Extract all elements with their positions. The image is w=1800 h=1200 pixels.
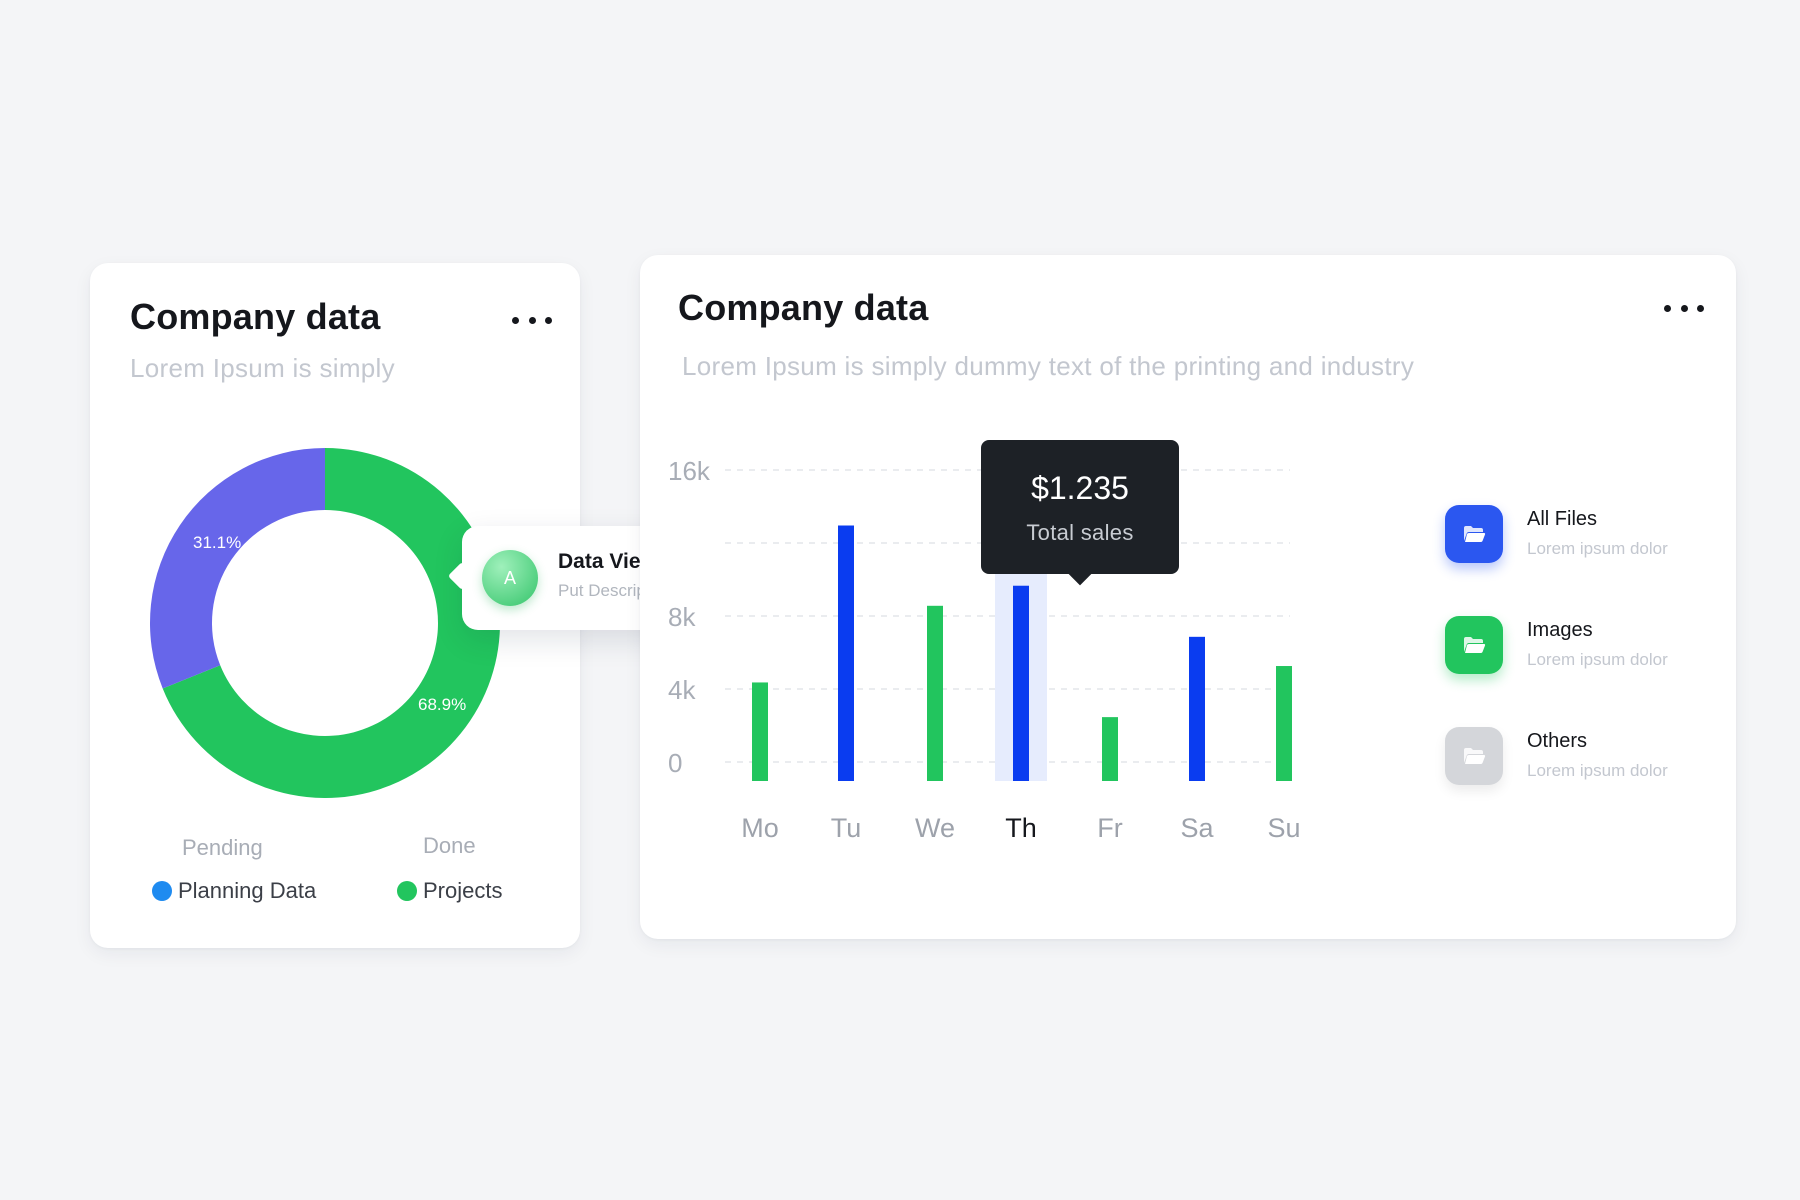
- card-title: Company data: [130, 296, 381, 337]
- tooltip-value: $1.235: [1031, 470, 1129, 506]
- folder-icon: [1445, 505, 1503, 563]
- y-tick-label: 4k: [668, 675, 696, 705]
- legend-heading-pending: Pending: [182, 835, 263, 860]
- legend-dot: [152, 881, 172, 901]
- file-description: Lorem ipsum dolor: [1527, 539, 1668, 558]
- legend-item-projects: Projects: [397, 878, 502, 904]
- x-tick-label: Th: [1005, 813, 1037, 843]
- legend-item-planning-data: Planning Data: [152, 878, 316, 904]
- bar-sa[interactable]: [1189, 636, 1205, 781]
- bar-tu[interactable]: [838, 525, 854, 782]
- x-tick-label: Fr: [1097, 813, 1122, 843]
- bar-th[interactable]: [1013, 585, 1029, 781]
- more-options-icon[interactable]: [1664, 296, 1704, 320]
- file-description: Lorem ipsum dolor: [1527, 650, 1668, 669]
- bar-fr[interactable]: [1102, 717, 1118, 781]
- file-name: Images: [1527, 619, 1593, 641]
- x-tick-label: Sa: [1180, 813, 1214, 843]
- legend-label: Projects: [423, 878, 503, 903]
- folder-icon: [1445, 616, 1503, 674]
- bar-chart: 16k 8k 4k 0 Mo Tu We Th Fr Sa Su: [668, 456, 1301, 843]
- file-item-images[interactable]: Images Lorem ipsum dolor: [1445, 616, 1715, 676]
- file-description: Lorem ipsum dolor: [1527, 761, 1668, 780]
- file-name: All Files: [1527, 508, 1598, 530]
- folder-icon: [1445, 727, 1503, 785]
- x-tick-label: Tu: [831, 813, 862, 843]
- sales-tooltip: $1.235 Total sales: [981, 440, 1179, 574]
- x-tick-label: Mo: [741, 813, 779, 843]
- x-tick-label: Su: [1267, 813, 1300, 843]
- donut-segment-planning: [150, 448, 325, 689]
- bar-su[interactable]: [1276, 666, 1292, 781]
- y-tick-label: 16k: [668, 456, 711, 486]
- file-item-all-files[interactable]: All Files Lorem ipsum dolor: [1445, 505, 1715, 565]
- more-options-icon[interactable]: [512, 308, 552, 332]
- y-tick-label: 8k: [668, 602, 696, 632]
- card-subtitle: Lorem Ipsum is simply: [130, 353, 395, 383]
- file-item-others[interactable]: Others Lorem ipsum dolor: [1445, 727, 1715, 787]
- card-title: Company data: [678, 287, 929, 328]
- card-subtitle: Lorem Ipsum is simply dummy text of the …: [682, 351, 1415, 381]
- legend-label: Planning Data: [178, 878, 317, 903]
- legend-heading-done: Done: [423, 833, 476, 858]
- popover-title: Data View: [558, 550, 657, 573]
- donut-segment-projects: [162, 448, 500, 798]
- file-name: Others: [1527, 730, 1588, 752]
- donut-label-projects: 68.9%: [418, 695, 467, 714]
- y-tick-label: 0: [668, 748, 682, 778]
- bar-mo[interactable]: [752, 682, 768, 781]
- x-tick-label: We: [915, 813, 955, 843]
- company-data-bar-card: Company data Lorem Ipsum is simply dummy…: [640, 255, 1736, 939]
- avatar: A: [482, 550, 538, 606]
- donut-label-planning: 31.1%: [193, 533, 242, 552]
- legend-dot: [397, 881, 417, 901]
- bar-we[interactable]: [927, 605, 943, 781]
- donut-chart: [150, 448, 500, 798]
- tooltip-label: Total sales: [1026, 520, 1134, 545]
